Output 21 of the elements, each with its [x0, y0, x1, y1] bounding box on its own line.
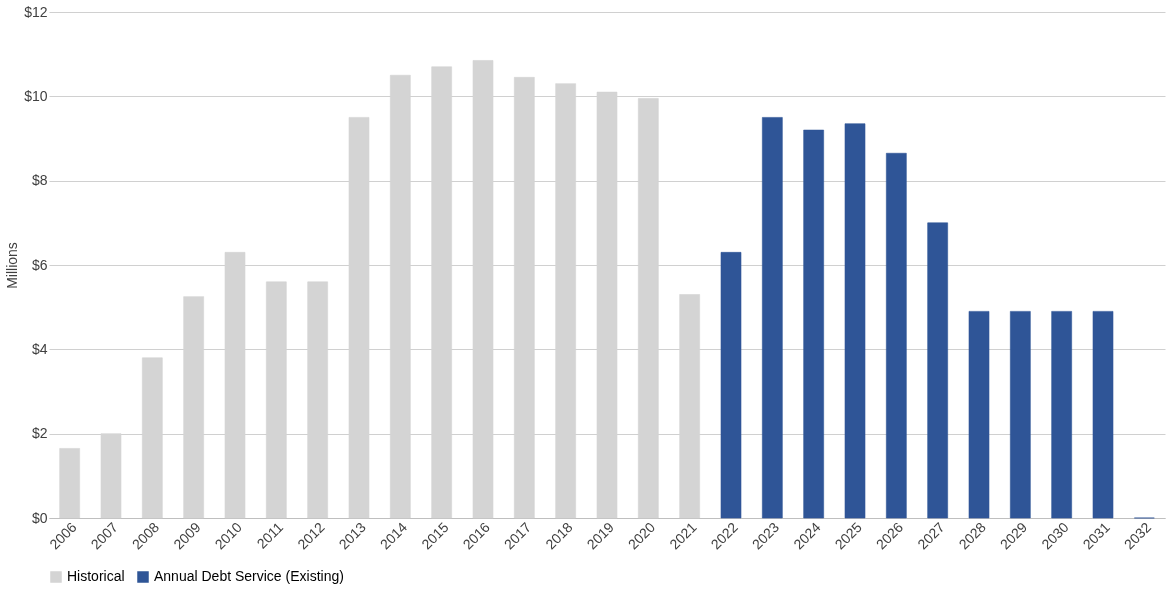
y-tick-label: $4 — [31, 340, 48, 357]
bar — [1051, 311, 1072, 519]
bar — [844, 123, 866, 519]
bar — [720, 252, 742, 519]
bar — [886, 152, 907, 519]
bar — [968, 311, 990, 519]
bar — [927, 222, 948, 519]
y-tick-label: $2 — [31, 425, 48, 442]
y-axis-title: Millions — [4, 242, 21, 289]
y-tick-label: $0 — [31, 509, 48, 526]
legend-label: Historical — [67, 568, 125, 584]
bar — [803, 129, 824, 519]
bar — [762, 117, 783, 519]
bar — [1092, 311, 1114, 519]
bar — [59, 448, 80, 519]
y-tick-label: $6 — [31, 256, 48, 273]
y-tick-label: $10 — [24, 87, 48, 104]
y-tick-label: $12 — [24, 3, 48, 20]
y-tick-label: $8 — [31, 172, 48, 189]
legend-label: Annual Debt Service (Existing) — [154, 568, 344, 584]
bar — [1010, 311, 1031, 519]
